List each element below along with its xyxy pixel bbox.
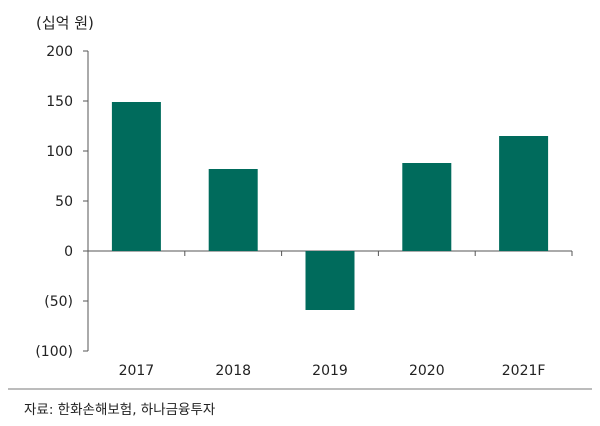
- unit-label: (십억 원): [36, 14, 94, 32]
- y-tick-label: 150: [46, 94, 73, 110]
- y-tick-label: (100): [35, 344, 73, 360]
- y-tick-label: (50): [44, 294, 73, 310]
- y-tick-label: 0: [64, 244, 73, 260]
- x-tick-label: 2017: [119, 363, 155, 379]
- bar-2018: [208, 169, 258, 251]
- y-tick-label: 200: [46, 44, 73, 60]
- source-note: 자료: 한화손해보험, 하나금융투자: [24, 402, 216, 418]
- bar-2019: [305, 251, 355, 310]
- y-axis: 200 150 100 50 0 (50) (100): [35, 44, 89, 360]
- x-tick-label: 2021F: [502, 363, 546, 379]
- x-tick-label: 2020: [409, 363, 445, 379]
- y-tick-label: 50: [55, 194, 73, 210]
- bar-2017: [111, 102, 161, 251]
- x-tick-label: 2018: [215, 363, 251, 379]
- bar-2020: [402, 163, 452, 251]
- bar-2021f: [499, 136, 549, 251]
- bars: [111, 102, 549, 310]
- x-tick-label: 2019: [312, 363, 348, 379]
- y-tick-label: 100: [46, 144, 73, 160]
